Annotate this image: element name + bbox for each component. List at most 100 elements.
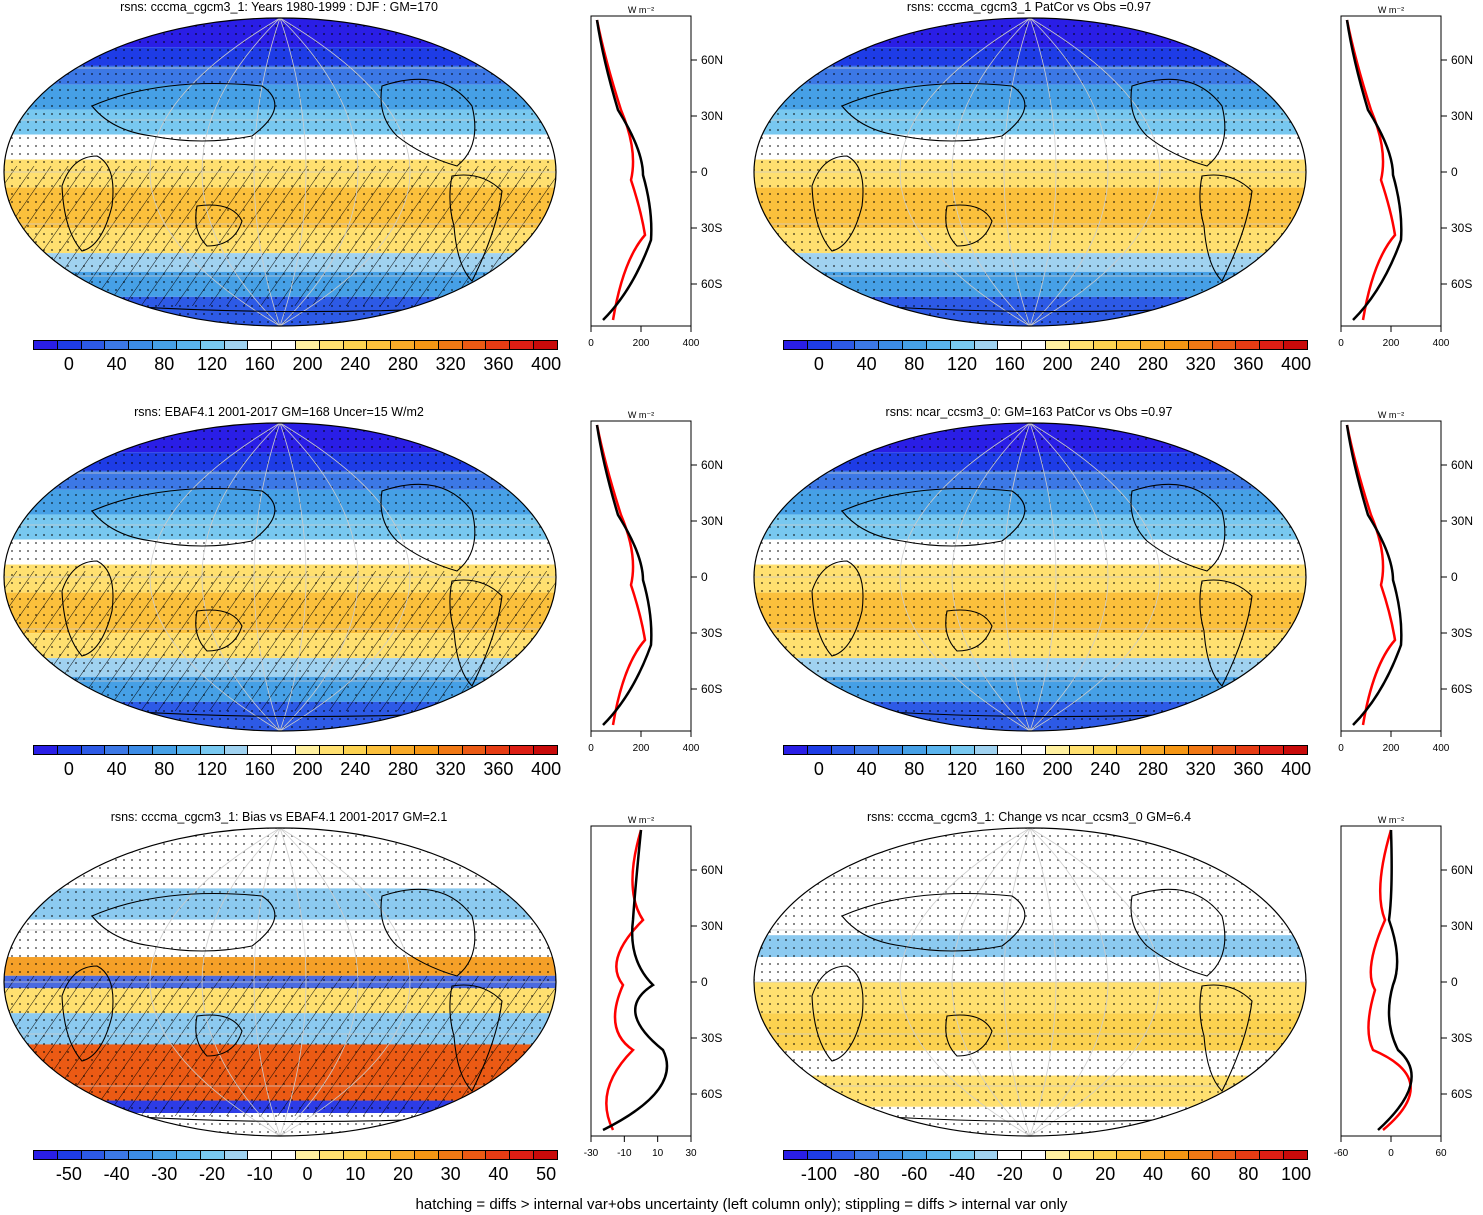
zonal-mean-plot: W m⁻² 60N 30N 0 30S 60S 0 200 400 (1323, 405, 1483, 765)
colorbar-swatch (1045, 341, 1070, 349)
lat-tick-label: 0 (1451, 975, 1458, 989)
colorbar-swatch (1188, 746, 1213, 754)
colorbar-swatch (1022, 1151, 1046, 1159)
lat-tick-label: 0 (1451, 570, 1458, 584)
colorbar-swatch (950, 746, 975, 754)
lat-tick-label: 30N (701, 109, 723, 123)
colorbar-swatch (510, 746, 535, 754)
zonal-x-tick-label: 400 (1433, 338, 1450, 349)
colorbar-tick-label: 60 (1190, 1164, 1211, 1184)
zonal-x-tick-label: -60 (1334, 1148, 1349, 1159)
colorbar-swatch (1093, 341, 1118, 349)
colorbar-swatch (415, 1151, 439, 1159)
colorbar-swatch (415, 341, 439, 349)
colorbar-labels: 0 40 80 120 160 200 240 280 320 360 400 (783, 759, 1312, 781)
colorbar-tick-label: 240 (1090, 354, 1121, 374)
colorbar-tick-label: 280 (387, 354, 418, 374)
zonal-mean-plot: W m⁻² 60N 30N 0 30S 60S -30 -10 10 30 (573, 810, 741, 1170)
colorbar-swatch (1117, 746, 1142, 754)
lat-tick-label: 0 (1451, 165, 1458, 179)
lat-tick-label: 60S (701, 682, 722, 696)
coastline (449, 174, 503, 282)
colorbar-swatch (1141, 1151, 1165, 1159)
coastline (811, 155, 864, 252)
coastline (195, 204, 243, 247)
map-title: rsns: cccma_cgcm3_1: Change vs ncar_ccsm… (866, 810, 1192, 824)
robinson-map (753, 422, 1307, 732)
coastline (1130, 888, 1226, 977)
zonal-x-tick-label: 60 (1435, 1148, 1447, 1159)
zonal-model-curve (1345, 19, 1403, 321)
zonal-x-tick-label: 200 (1383, 743, 1400, 754)
zonal-x-tick-label: 0 (588, 743, 594, 754)
zonal-model-curve (595, 424, 653, 726)
colorbar-swatch (319, 746, 344, 754)
colorbar-swatch (462, 341, 487, 349)
colorbar-tick-label: 320 (435, 354, 466, 374)
colorbar-swatch (176, 1151, 201, 1159)
colorbar-tick-label: 320 (435, 759, 466, 779)
colorbar-tick-label: -40 (103, 1164, 130, 1184)
colorbar-swatch (57, 341, 82, 349)
coastline (841, 83, 1026, 142)
colorbar-tick-label: 40 (106, 759, 127, 779)
colorbar-swatch (272, 1151, 296, 1159)
coastline (841, 893, 1026, 952)
colorbar-swatch (248, 341, 273, 349)
map-title: rsns: ncar_ccsm3_0: GM=163 PatCor vs Obs… (885, 405, 1173, 419)
colorbar-swatch (343, 341, 368, 349)
colorbar-tick-label: 360 (483, 759, 514, 779)
colorbar-swatch (129, 1151, 154, 1159)
map-title: rsns: EBAF4.1 2001-2017 GM=168 Uncer=15 … (134, 405, 424, 419)
zonal-x-tick-label: 30 (685, 1148, 697, 1159)
colorbar-swatch (272, 341, 296, 349)
footer-note: hatching = diffs > internal var+obs unce… (415, 1196, 1068, 1213)
colorbar-swatch (831, 746, 856, 754)
colorbar-tick-label: 80 (154, 354, 175, 374)
zonal-unit-label: W m⁻² (628, 410, 654, 420)
coastline (61, 965, 114, 1062)
colorbar-labels: 0 40 80 120 160 200 240 280 320 360 400 (33, 759, 561, 781)
colorbar-tick-label: -10 (246, 1164, 273, 1184)
coastline (1130, 78, 1226, 167)
lat-tick-label: 30N (1451, 919, 1473, 933)
colorbar-tick-label: 40 (106, 354, 127, 374)
lat-tick-label: 30S (701, 1031, 722, 1045)
robinson-map (753, 827, 1307, 1137)
colorbar-tick-label: 280 (387, 759, 418, 779)
colorbar-swatch (319, 341, 344, 349)
colorbar-tick-label: 360 (1233, 354, 1264, 374)
colorbar-tick-label: 400 (1281, 759, 1312, 779)
zonal-x-tick-label: 400 (683, 743, 700, 754)
coastline (195, 1014, 243, 1057)
lat-tick-label: 60S (1451, 682, 1472, 696)
lat-tick-label: 30N (701, 919, 723, 933)
coastline (1199, 984, 1253, 1092)
colorbar-swatch (784, 1151, 808, 1159)
zonal-mean-plot: W m⁻² 60N 30N 0 30S 60S 0 200 400 (573, 0, 741, 360)
colorbar-swatch (295, 1151, 320, 1159)
map-title: rsns: cccma_cgcm3_1: Years 1980-1999 : D… (120, 0, 438, 14)
colorbar-swatch (1212, 341, 1237, 349)
zonal-x-tick-label: -30 (584, 1148, 599, 1159)
colorbar-swatch (1141, 746, 1165, 754)
colorbar-swatch (855, 341, 880, 349)
colorbar-tick-label: 200 (292, 759, 323, 779)
colorbar-swatch (974, 341, 999, 349)
colorbar-tick-label: 30 (440, 1164, 461, 1184)
colorbar-swatch (903, 746, 927, 754)
coastline (945, 204, 993, 247)
coastline (195, 609, 243, 652)
colorbar-swatch (486, 341, 511, 349)
colorbar-swatch (34, 746, 58, 754)
colorbar-swatch (510, 1151, 535, 1159)
colorbar (33, 1150, 558, 1160)
map-title: rsns: cccma_cgcm3_1 PatCor vs Obs =0.97 (906, 0, 1152, 14)
colorbar-tick-label: 120 (947, 354, 978, 374)
zonal-x-tick-label: 200 (633, 338, 650, 349)
zonal-model-curve (1345, 424, 1403, 726)
colorbar-swatch (1188, 1151, 1213, 1159)
zonal-mean-plot: W m⁻² 60N 30N 0 30S 60S 0 200 400 (573, 405, 741, 765)
coastline (1130, 483, 1226, 572)
colorbar-tick-label: -40 (949, 1164, 976, 1184)
